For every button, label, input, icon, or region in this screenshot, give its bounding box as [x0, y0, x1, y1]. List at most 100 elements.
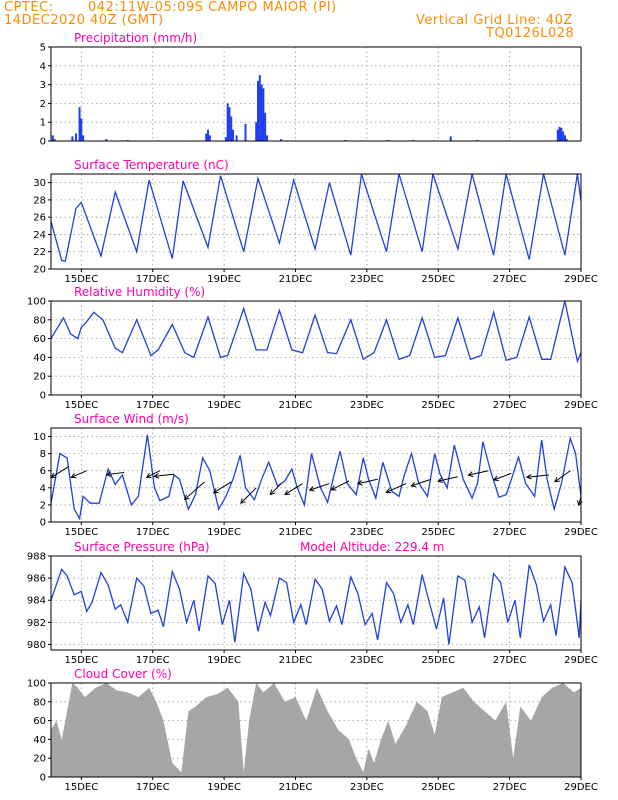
wind-arrow — [184, 481, 205, 500]
wind-arrow — [526, 474, 549, 478]
pressure-ytick-label: 982 — [27, 618, 46, 629]
wind-ytick-label: 6 — [40, 466, 46, 477]
precip-bar — [565, 139, 568, 141]
temp-frame — [50, 173, 582, 270]
wind-arrow — [240, 487, 257, 504]
wind-xtick-label: 27DEC — [493, 527, 527, 538]
precip-ytick-label: 3 — [40, 80, 46, 91]
wind-xtick-label: 15DEC — [64, 527, 98, 538]
wind-arrow-head — [240, 498, 246, 504]
cloud-ytick-label: 60 — [33, 716, 46, 727]
precip-bar — [264, 112, 267, 141]
precip-bar — [74, 133, 77, 141]
wind-arrow — [331, 480, 350, 491]
wind-arrow-head — [410, 481, 417, 488]
pressure-title: Surface Pressure (hPa) — [74, 540, 210, 554]
wind-arrow — [468, 470, 489, 476]
rh-line — [50, 300, 582, 364]
pressure-frame — [50, 555, 582, 651]
cloud-title: Cloud Cover (%) — [74, 667, 172, 681]
precip-bar — [230, 116, 233, 141]
wind-xtick-label: 21DEC — [279, 527, 313, 538]
rh-title: Relative Humidity (%) — [74, 285, 205, 299]
rh-ytick-label: 100 — [27, 297, 46, 308]
pressure-xtick-label: 17DEC — [136, 655, 170, 666]
header-model-id: TQ0126L028 — [486, 26, 575, 41]
wind-arrow-head — [70, 473, 77, 479]
wind-arrow — [357, 478, 378, 485]
cloud-xtick-label: 17DEC — [136, 782, 170, 793]
precip-bar — [560, 127, 563, 141]
precip-bar — [558, 126, 561, 141]
pressure-ytick-label: 986 — [27, 574, 46, 585]
precip-bar — [562, 131, 565, 141]
wind-arrow-head — [385, 488, 392, 494]
pressure-xtick-label: 25DEC — [421, 655, 455, 666]
cloud-xtick-label: 23DEC — [350, 782, 384, 793]
temp-xtick-label: 21DEC — [279, 274, 313, 285]
rh-ytick-label: 0 — [40, 391, 46, 402]
temp-xtick-label: 29DEC — [564, 274, 598, 285]
rh-ytick-label: 20 — [33, 372, 46, 383]
precip-ytick-label: 2 — [40, 99, 46, 110]
wind-arrow — [493, 472, 512, 481]
temp-ytick-label: 22 — [33, 247, 46, 258]
wind-xtick-label: 17DEC — [136, 527, 170, 538]
temp-ytick-label: 28 — [33, 195, 46, 206]
precip-bar — [78, 107, 81, 141]
wind-xtick-label: 29DEC — [564, 527, 598, 538]
cloud-ytick-label: 0 — [40, 773, 46, 784]
wind-arrow — [213, 481, 232, 494]
precip-bar — [51, 135, 54, 141]
cloud-frame — [50, 682, 582, 778]
rh-xtick-label: 15DEC — [64, 400, 98, 411]
temp-line — [50, 173, 582, 262]
pressure-line — [50, 564, 582, 645]
precip-title: Precipitation (mm/h) — [74, 31, 197, 45]
precip-frame — [50, 46, 582, 142]
wind-title: Surface Wind (m/s) — [74, 412, 189, 426]
precip-bar — [228, 107, 231, 141]
wind-line — [50, 434, 582, 521]
wind-ytick-label: 2 — [40, 500, 46, 511]
rh-ytick-label: 40 — [33, 353, 46, 364]
header-location: 042:11W-05:09S CAMPO MAIOR (PI) — [88, 0, 337, 15]
rh-xtick-label: 27DEC — [493, 400, 527, 411]
precip-bar — [244, 124, 247, 141]
cloud-ytick-label: 100 — [27, 679, 46, 690]
wind-arrow-head — [308, 486, 315, 492]
rh-xtick-label: 29DEC — [564, 400, 598, 411]
precip-bar — [82, 135, 85, 141]
temp-xtick-label: 19DEC — [207, 274, 241, 285]
pressure-xtick-label: 21DEC — [279, 655, 313, 666]
wind-arrow — [71, 470, 87, 478]
temp-ytick-label: 30 — [33, 178, 46, 189]
wind-arrow — [146, 470, 161, 478]
wind-arrow — [554, 470, 571, 483]
cloud-ytick-label: 40 — [33, 735, 46, 746]
precip-bar — [563, 135, 566, 141]
wind-arrow — [411, 478, 432, 487]
cloud-ytick-label: 80 — [33, 697, 46, 708]
precip-bar — [262, 88, 265, 141]
pressure-ytick-label: 984 — [27, 596, 46, 607]
temp-ytick-label: 24 — [33, 230, 46, 241]
precip-bar — [226, 103, 229, 141]
wind-arrow — [309, 483, 330, 491]
rh-frame — [50, 300, 582, 396]
precip-bar — [53, 139, 56, 141]
precip-ytick-label: 4 — [40, 61, 46, 72]
header-source: CPTEC: — [4, 0, 54, 15]
pressure-ytick-label: 980 — [27, 640, 46, 651]
temp-xtick-label: 25DEC — [421, 274, 455, 285]
wind-arrow-head — [105, 471, 112, 477]
precip-bar — [265, 135, 268, 141]
cloud-xtick-label: 15DEC — [64, 782, 98, 793]
temp-ytick-label: 20 — [33, 265, 46, 276]
precip-bar — [80, 118, 83, 141]
precip-bar — [224, 137, 227, 141]
wind-arrow-head — [437, 477, 444, 483]
cloud-xtick-label: 29DEC — [564, 782, 598, 793]
precip-ytick-label: 5 — [40, 43, 46, 54]
precip-bar — [71, 136, 74, 141]
